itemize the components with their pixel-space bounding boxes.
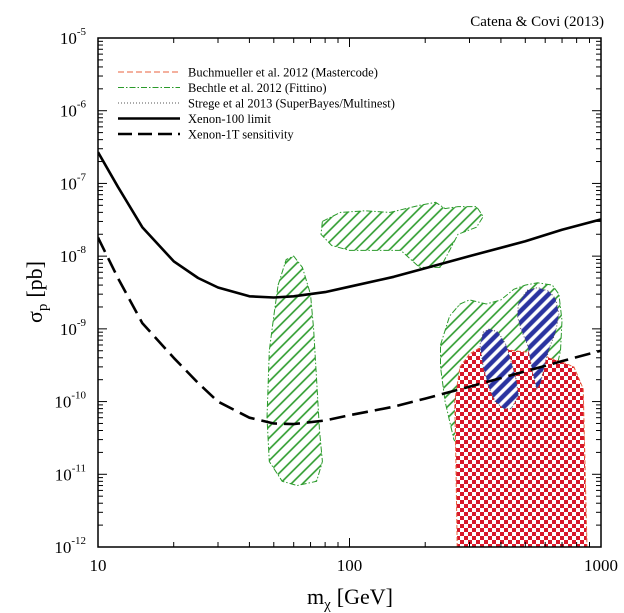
ticks-layer: 10 100 1000 10-12 10-11 10-10 10-9 10-8 10-7 10-6… (54, 26, 618, 575)
legend-label: Buchmueller et al. 2012 (Mastercode) (188, 66, 378, 80)
y-axis-label: σp[pb] (22, 261, 51, 323)
y-tick-label: 10-8 (60, 244, 87, 266)
region-bechtle-et-al-2012-fittino-low-mass (266, 255, 323, 487)
y-tick-label: 10-12 (54, 535, 86, 557)
lines-layer (98, 151, 601, 426)
region-buchmueller-et-al-2012-mastercode (454, 347, 588, 547)
legend-label: Xenon-1T sensitivity (188, 128, 294, 142)
y-tick-label: 10-10 (54, 390, 86, 412)
region-bechtle-et-al-2012-fittino-upper (320, 201, 484, 268)
legend-label: Bechtle et al. 2012 (Fittino) (188, 81, 327, 95)
y-tick-label: 10-9 (60, 317, 87, 339)
y-tick-label: 10-7 (60, 171, 87, 193)
y-tick-label: 10-11 (55, 462, 86, 484)
legend-label: Strege et al 2013 (SuperBayes/Multinest) (188, 97, 395, 111)
legend-label: Xenon-100 limit (188, 112, 272, 126)
region-strege-et-al-2013-superbayes-multinest-left (479, 328, 520, 410)
region-strege-et-al-2013-superbayes-multinest-right (516, 286, 560, 391)
line-xenon-100-limit (98, 151, 601, 299)
line-xenon-1t-sensitivity (98, 237, 601, 426)
legend: Buchmueller et al. 2012 (Mastercode)Bech… (118, 66, 395, 142)
regions-layer (266, 201, 588, 547)
x-tick-label: 1000 (584, 556, 618, 575)
x-tick-label: 10 (90, 556, 107, 575)
y-tick-label: 10-5 (60, 26, 87, 48)
credit-text: Catena & Covi (2013) (470, 14, 604, 30)
x-axis-label: mχ [GeV] (307, 584, 393, 613)
y-tick-label: 10-6 (60, 99, 87, 121)
plot-frame (97, 37, 602, 548)
x-tick-label: 100 (337, 556, 363, 575)
